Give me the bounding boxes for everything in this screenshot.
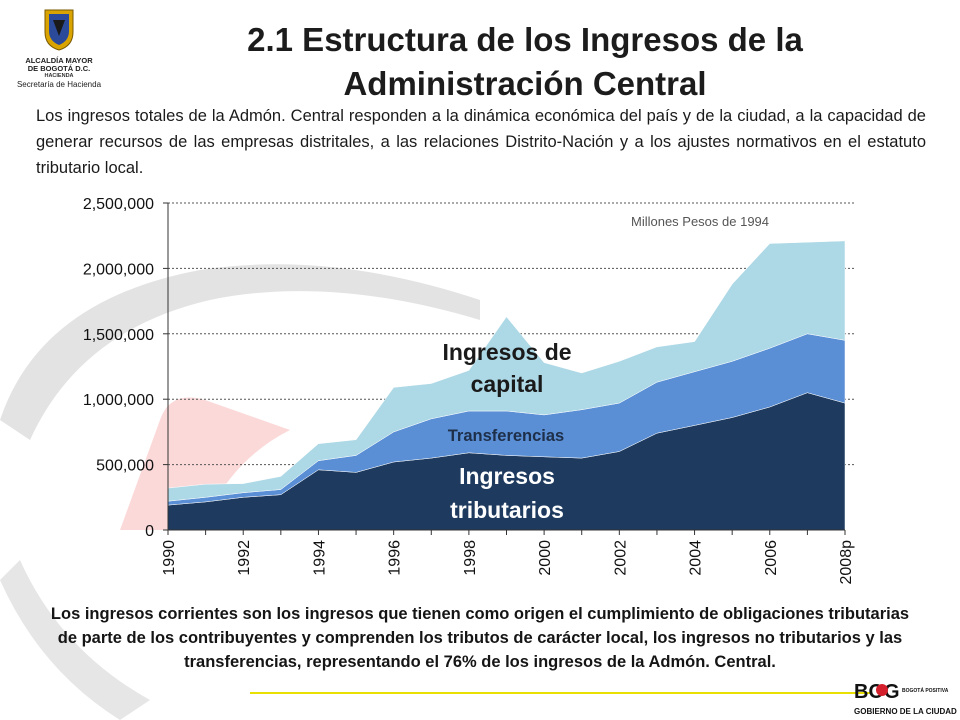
- series-label-transferencias: Transferencias: [448, 427, 564, 445]
- x-tick-label: 1990: [161, 540, 178, 576]
- bg-gray-arc: [0, 264, 480, 440]
- series-label-capital-1: Ingresos de: [442, 339, 571, 365]
- y-tick-label: 1,500,000: [83, 327, 154, 344]
- x-tick-label: 1992: [236, 540, 253, 576]
- y-tick-label: 1,000,000: [83, 392, 154, 409]
- area-series-2: [167, 240, 846, 502]
- bg-red-swoosh: [120, 397, 290, 530]
- x-tick-label: 2000: [537, 540, 554, 576]
- alcaldia-logo: ALCALDÍA MAYOR DE BOGOTÁ D.C. HACIENDA S…: [4, 6, 114, 98]
- brand-side-text: BOGOTÁ POSITIVA: [902, 687, 949, 694]
- coat-of-arms-icon: [44, 9, 74, 51]
- footer-accent-line: [250, 692, 870, 694]
- brand-bottom-text: GOBIERNO DE LA CIUDAD: [854, 707, 957, 716]
- logo-line1: ALCALDÍA MAYOR: [25, 56, 93, 65]
- logo-line2: DE BOGOTÁ D.C.: [27, 64, 91, 73]
- x-tick-label: 2008p: [838, 540, 855, 585]
- intro-paragraph: Los ingresos totales de la Admón. Centra…: [36, 107, 926, 177]
- series-label-tributarios-2: tributarios: [450, 497, 564, 523]
- x-tick-label: 1994: [311, 540, 328, 576]
- x-tick-label: 2004: [688, 540, 705, 576]
- series-label-capital-2: capital: [471, 371, 544, 397]
- y-tick-label: 0: [145, 523, 154, 540]
- y-tick-label: 500,000: [96, 458, 154, 475]
- x-tick-label: 1996: [387, 540, 404, 576]
- footer-paragraph: Los ingresos corrientes son los ingresos…: [50, 605, 910, 671]
- chart-labels: Millones Pesos de 1994 Ingresos de capital…: [442, 214, 769, 523]
- x-tick-label: 2006: [763, 540, 780, 576]
- y-tick-label: 2,500,000: [83, 196, 154, 213]
- y-tick-label: 2,000,000: [83, 261, 154, 278]
- logo-line4: Secretaría de Hacienda: [16, 80, 102, 89]
- page-title: 2.1 Estructura de los Ingresos de la Adm…: [247, 21, 803, 102]
- bg-gray-arc-lower: [0, 560, 150, 720]
- income-area-chart: 0 500,000 1,000,000 1,500,000 2,000,000 2,500…: [83, 196, 855, 585]
- series-label-tributarios-1: Ingresos: [459, 463, 555, 489]
- x-tick-label: 1998: [462, 540, 479, 576]
- bogota-positiva-logo: BOG BOGOTÁ POSITIVA GOBIERNO DE LA CIUDA…: [854, 681, 957, 716]
- x-tick-label: 2002: [612, 540, 629, 576]
- chart-axes: 0 500,000 1,000,000 1,500,000 2,000,000 2,500…: [83, 196, 855, 585]
- chart-annotation: Millones Pesos de 1994: [631, 214, 769, 229]
- brand-red-dot: [876, 684, 888, 696]
- logo-line3: HACIENDA: [44, 73, 74, 79]
